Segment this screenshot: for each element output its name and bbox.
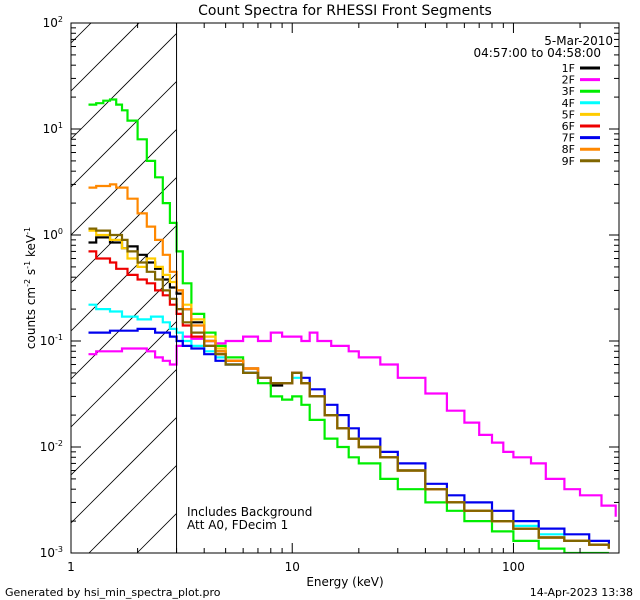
legend-label-3F: 3F [562,85,575,98]
time-range-label: 04:57:00 to 04:58:00 [474,46,601,60]
hatch-line [71,129,177,236]
x-tick-label: 100 [502,560,525,574]
legend-label-6F: 6F [562,120,575,133]
y-tick-label: 101 [43,121,63,136]
hatch-line [71,225,177,332]
date-label: 5-Mar-2010 [544,34,613,48]
x-tick-label: 10 [285,560,300,574]
x-tick-label: 1 [67,560,75,574]
footer-timestamp: 14-Apr-2023 13:38 [530,586,633,599]
chart-title: Count Spectra for RHESSI Front Segments [198,3,492,19]
series-layer [88,98,617,553]
legend-label-2F: 2F [562,74,575,87]
annotation-background: Includes Background [187,505,312,519]
plot-frame [70,22,620,554]
y-axis: 10-3 10-2 10-1 100 101 102 [40,15,619,560]
series-3F [88,98,609,553]
hatch-line [71,81,177,188]
series-9F [88,227,610,549]
x-axis-label: Energy (keV) [306,575,383,589]
y-tick-label: 10-1 [40,333,63,348]
hatch-line [71,321,177,428]
legend-label-1F: 1F [562,62,575,75]
y-axis-label: counts cm-2 s-1 keV-1 [23,227,38,349]
series-2F [88,331,617,517]
y-tick-label: 100 [43,227,63,242]
x-axis: 1 10 100 [67,23,620,574]
legend-label-7F: 7F [562,132,575,145]
hatch-line [88,465,177,553]
legend-label-4F: 4F [562,97,575,110]
hatch-line [71,369,177,476]
hatch-line [71,417,177,524]
y-tick-label: 10-3 [40,545,63,560]
hatch-line [71,23,140,92]
y-tick-label: 102 [43,15,63,30]
legend-label-5F: 5F [562,108,575,121]
hatch-line [136,513,177,553]
hatch-line [71,177,177,284]
legend-label-8F: 8F [562,143,575,156]
generated-by: Generated by hsi_min_spectra_plot.pro [5,586,221,599]
hatch-line [71,23,92,44]
y-tick-label: 10-2 [40,439,63,454]
hatch-line [71,33,177,140]
legend-label-9F: 9F [562,155,575,168]
hatched-region [71,23,177,553]
annotation-attenuator: Att A0, FDecim 1 [187,518,288,532]
